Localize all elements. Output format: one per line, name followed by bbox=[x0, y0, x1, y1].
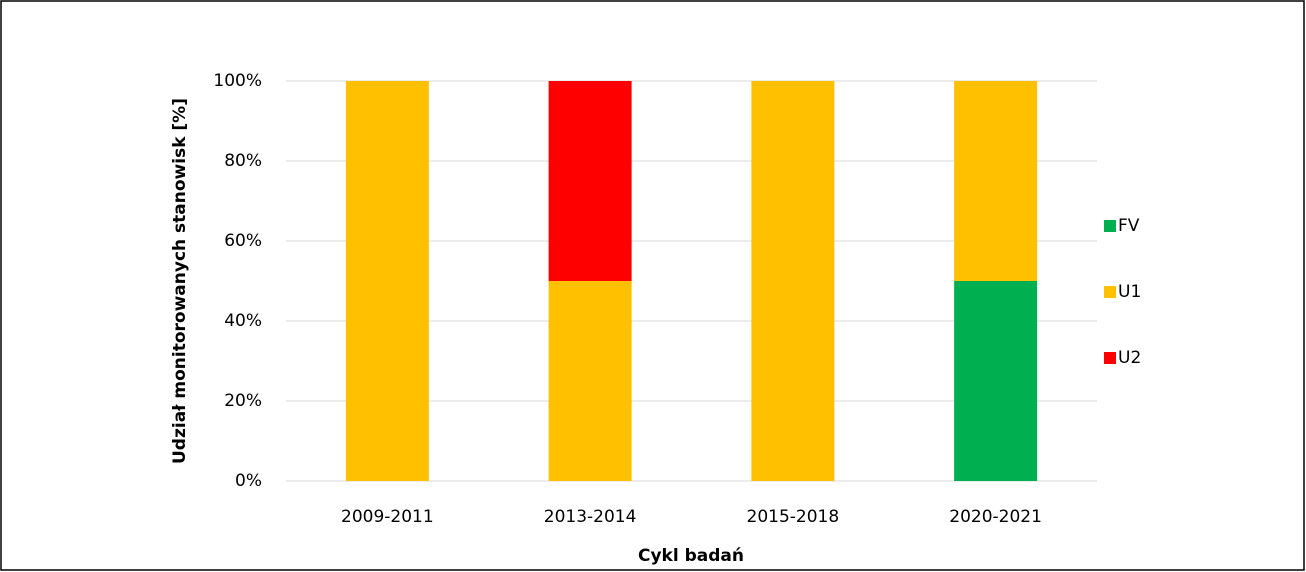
legend-label: FV bbox=[1118, 216, 1140, 236]
y-tick-label: 100% bbox=[213, 71, 262, 91]
bar-segment bbox=[954, 281, 1038, 481]
y-axis-label: Udział monitorowanych stanowisk [%] bbox=[170, 98, 190, 464]
legend-label: U2 bbox=[1118, 348, 1141, 368]
bar-segment bbox=[954, 81, 1038, 281]
x-tick-label: 2013-2014 bbox=[544, 507, 637, 527]
y-tick-label: 20% bbox=[224, 391, 262, 411]
legend-label: U1 bbox=[1118, 282, 1141, 302]
y-tick-label: 40% bbox=[224, 311, 262, 331]
legend-swatch bbox=[1104, 352, 1116, 364]
bar-segment bbox=[751, 81, 835, 481]
x-tick-label: 2015-2018 bbox=[747, 507, 840, 527]
x-tick-label: 2020-2021 bbox=[949, 507, 1042, 527]
y-tick-label: 0% bbox=[235, 471, 262, 491]
x-tick-label: 2009-2011 bbox=[341, 507, 434, 527]
y-tick-label: 80% bbox=[224, 151, 262, 171]
legend-swatch bbox=[1104, 286, 1116, 298]
y-tick-label: 60% bbox=[224, 231, 262, 251]
bar-segment bbox=[548, 81, 632, 281]
x-axis-label: Cykl badań bbox=[638, 546, 744, 566]
bar-segment bbox=[548, 281, 632, 481]
bar-segment bbox=[345, 81, 429, 481]
legend-swatch bbox=[1104, 220, 1116, 232]
